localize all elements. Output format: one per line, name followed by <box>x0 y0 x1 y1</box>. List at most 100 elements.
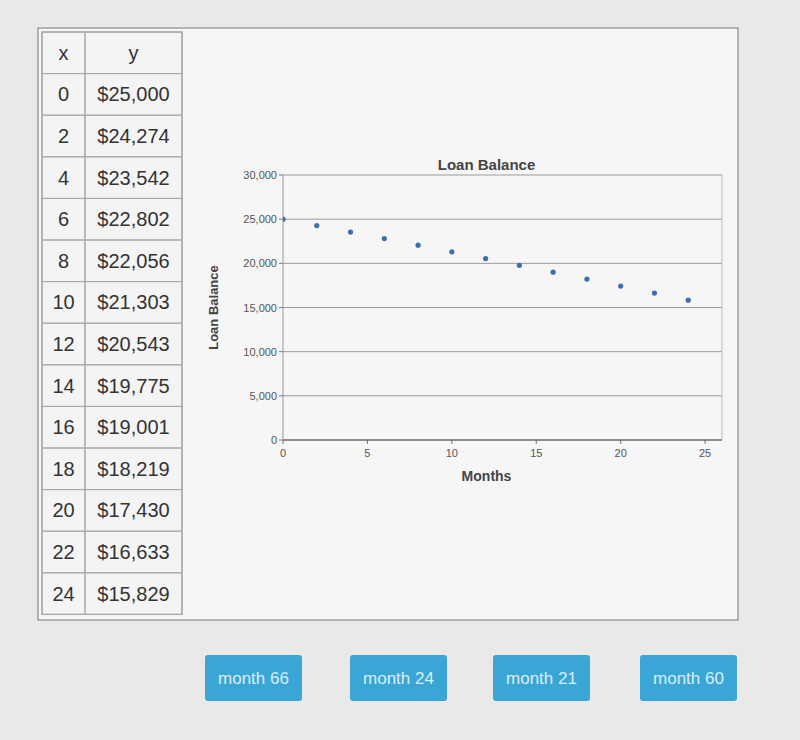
cell-text: $19,001 <box>97 416 169 438</box>
table-cell <box>42 74 85 116</box>
cell-text: $20,543 <box>97 333 169 355</box>
y-tick <box>279 219 283 220</box>
cell-text: $16,633 <box>97 541 169 563</box>
cell-text: 4 <box>58 167 69 189</box>
grid-line <box>283 219 722 220</box>
y-tick-label: 15,000 <box>243 302 277 314</box>
table-cell <box>42 198 85 240</box>
point <box>584 276 589 281</box>
header-text: x <box>59 42 69 64</box>
x-tick-label: 0 <box>280 447 286 459</box>
table-cell <box>85 323 182 365</box>
table-cell <box>85 282 182 324</box>
point <box>382 236 387 241</box>
x-tick-label: 15 <box>530 447 542 459</box>
x-tick-label: 10 <box>446 447 458 459</box>
cell-text: 8 <box>58 250 69 272</box>
button-label[interactable]: month 60 <box>653 669 724 688</box>
cell-text: 6 <box>58 208 69 230</box>
points <box>283 217 691 303</box>
cell-text: 10 <box>52 291 74 313</box>
y-tick-label: 10,000 <box>243 346 277 358</box>
point <box>686 298 691 303</box>
answer-button[interactable]: month 21 <box>493 655 590 701</box>
point <box>348 229 353 234</box>
table-cell <box>42 490 85 532</box>
y-axis-label: Loan Balance <box>206 265 221 350</box>
answer-button[interactable]: month 60 <box>640 655 737 701</box>
header-text: y <box>129 42 139 64</box>
x-axis-label: Months <box>462 468 512 484</box>
y-tick <box>279 351 283 352</box>
table-cell <box>85 448 182 490</box>
table-cell <box>42 115 85 157</box>
y-tick <box>279 440 283 441</box>
table-cell <box>85 490 182 532</box>
cell-text: 18 <box>52 458 74 480</box>
table-cell <box>42 157 85 199</box>
chart: Loan Balance05,00010,00015,00020,00025,0… <box>206 156 722 484</box>
y-axis <box>283 175 284 440</box>
cell-text: $22,802 <box>97 208 169 230</box>
table-cell <box>85 240 182 282</box>
button-bg[interactable] <box>205 655 302 701</box>
button-bg[interactable] <box>493 655 590 701</box>
button-bg[interactable] <box>350 655 447 701</box>
y-tick-label: 30,000 <box>243 169 277 181</box>
grid-line <box>283 440 722 441</box>
table-cell <box>85 198 182 240</box>
point <box>449 249 454 254</box>
button-label[interactable]: month 66 <box>218 669 289 688</box>
table-cell <box>85 365 182 407</box>
x-tick-label: 5 <box>364 447 370 459</box>
y-tick <box>279 395 283 396</box>
cell-text: $22,056 <box>97 250 169 272</box>
table-cell <box>85 406 182 448</box>
y-tick <box>279 175 283 176</box>
table-cell <box>42 573 85 615</box>
table-cell <box>42 406 85 448</box>
point <box>618 283 623 288</box>
plot-frame <box>722 175 723 440</box>
panel <box>38 28 738 620</box>
table: xy0$25,0002$24,2744$23,5426$22,8028$22,0… <box>42 32 182 614</box>
table-cell <box>85 531 182 573</box>
point <box>517 263 522 268</box>
answer-button[interactable]: month 24 <box>350 655 447 701</box>
table-cell <box>42 240 85 282</box>
header-cell <box>85 32 182 74</box>
cell-text: 22 <box>52 541 74 563</box>
point <box>551 270 556 275</box>
y-tick-label: 20,000 <box>243 257 277 269</box>
grid-line <box>283 351 722 352</box>
y-tick-label: 0 <box>271 434 277 446</box>
x-tick-label: 25 <box>699 447 711 459</box>
table-frame <box>42 32 182 614</box>
y-tick <box>279 307 283 308</box>
cell-text: 24 <box>52 583 74 605</box>
cell-text: $18,219 <box>97 458 169 480</box>
cell-text: 2 <box>58 125 69 147</box>
point <box>652 290 657 295</box>
button-label[interactable]: month 21 <box>506 669 577 688</box>
cell-text: 20 <box>52 499 74 521</box>
grid-line <box>283 175 722 176</box>
point <box>283 217 286 222</box>
y-tick-label: 25,000 <box>243 213 277 225</box>
cell-text: $25,000 <box>97 83 169 105</box>
cell-text: $19,775 <box>97 375 169 397</box>
cell-text: 14 <box>52 375 74 397</box>
cell-text: 16 <box>52 416 74 438</box>
answer-button[interactable]: month 66 <box>205 655 302 701</box>
page: xy0$25,0002$24,2744$23,5426$22,8028$22,0… <box>0 0 800 740</box>
grid-line <box>283 395 722 396</box>
button-bg[interactable] <box>640 655 737 701</box>
table-cell <box>42 282 85 324</box>
table-cell <box>42 323 85 365</box>
table-cell <box>42 448 85 490</box>
cell-text: $15,829 <box>97 583 169 605</box>
point <box>483 256 488 261</box>
chart-title: Loan Balance <box>438 156 536 173</box>
cell-text: 12 <box>52 333 74 355</box>
button-label[interactable]: month 24 <box>363 669 434 688</box>
